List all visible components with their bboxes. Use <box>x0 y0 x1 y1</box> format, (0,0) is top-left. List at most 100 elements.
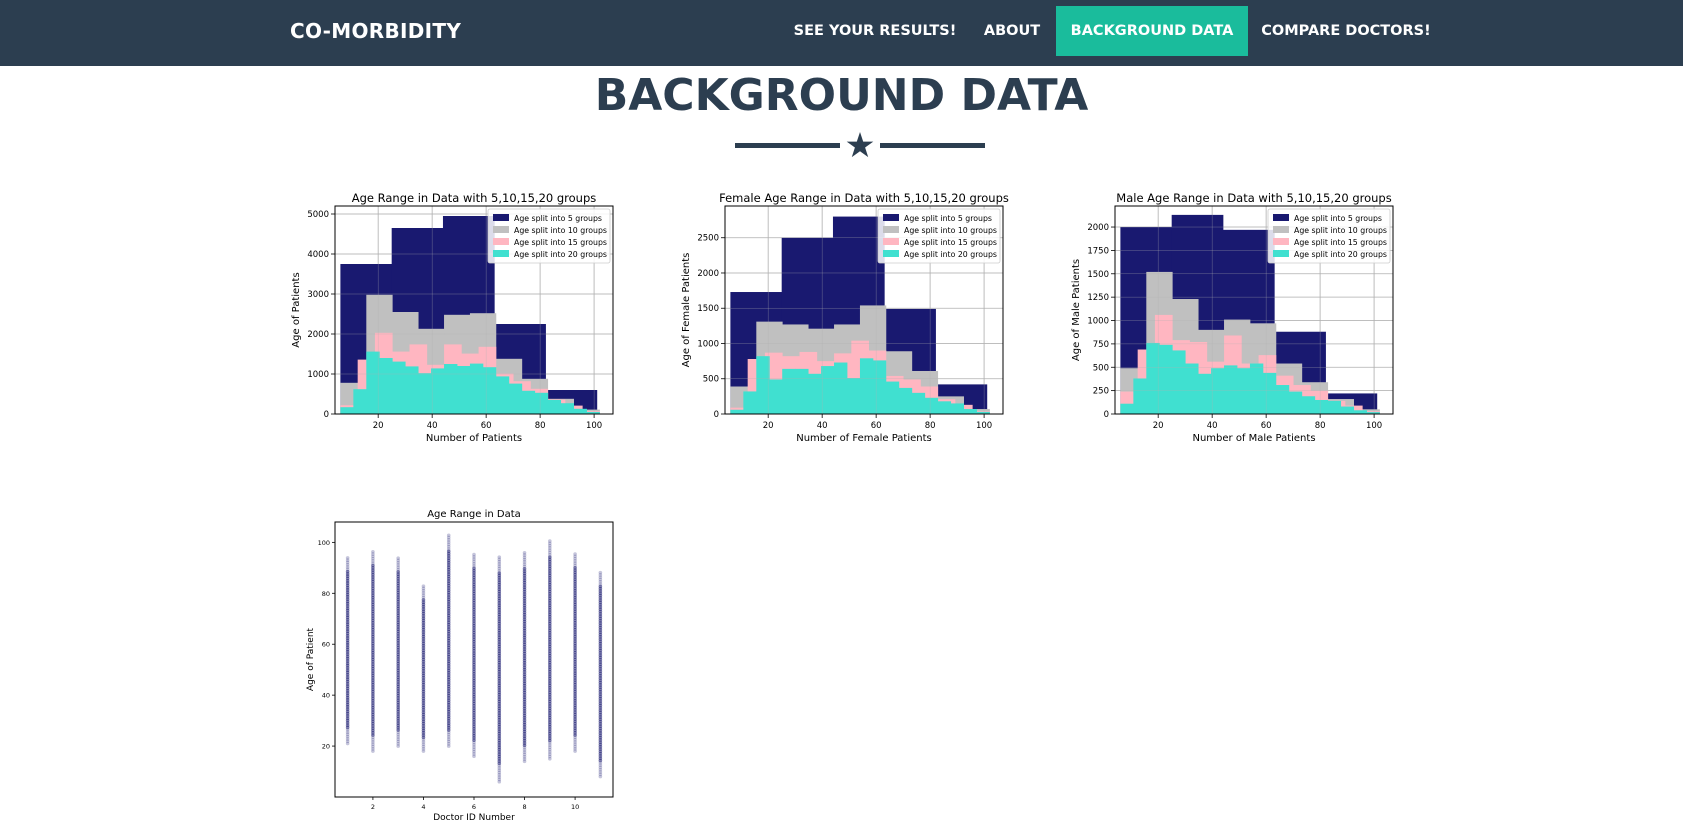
scatter-point <box>396 567 400 572</box>
histogram-bar <box>1314 399 1329 414</box>
scatter-point <box>573 737 577 742</box>
y-tick-label: 500 <box>1093 363 1109 373</box>
histogram-bar <box>730 409 744 414</box>
scatter-point <box>472 566 476 571</box>
histogram-bar <box>1224 365 1238 414</box>
scatter-point <box>548 745 552 750</box>
scatter-point <box>446 735 451 739</box>
scatter-point <box>472 552 476 557</box>
legend-swatch <box>883 214 899 221</box>
scatter-point <box>548 543 552 548</box>
scatter-point <box>421 744 426 749</box>
scatter-point <box>548 553 552 557</box>
scatter-point <box>497 773 502 777</box>
scatter-point <box>345 732 350 737</box>
scatter-point <box>371 559 375 563</box>
female-age-range-histogram: Female Age Range in Data with 5,10,15,20… <box>681 191 1009 444</box>
y-tick-label: 5000 <box>307 210 329 220</box>
scatter-point <box>522 752 527 757</box>
scatter-point <box>396 744 400 748</box>
x-tick-label: 60 <box>1261 421 1272 431</box>
axes-frame <box>1114 205 1394 415</box>
nav-background-data[interactable]: BACKGROUND DATA <box>1056 6 1248 56</box>
scatter-point <box>548 546 552 550</box>
scatter-point <box>598 767 603 772</box>
scatter-point <box>598 774 603 779</box>
histogram-bar <box>924 397 939 414</box>
histogram-bar <box>379 358 393 414</box>
doctor-column-1 <box>345 556 350 746</box>
plot-area <box>725 206 1003 414</box>
scatter-point <box>345 556 350 560</box>
histogram-bar <box>1172 350 1186 414</box>
scatter-point <box>396 739 400 744</box>
scatter-point <box>345 560 350 565</box>
scatter-point <box>548 747 552 752</box>
doctor-column-6 <box>472 552 476 759</box>
series-4 <box>340 351 600 414</box>
brand-logo[interactable]: CO-MORBIDITY <box>290 19 462 43</box>
scatter-point <box>522 748 527 752</box>
legend-swatch <box>493 238 509 245</box>
histogram-bar <box>782 368 796 414</box>
x-tick-label: 100 <box>586 421 602 431</box>
histogram-bar <box>963 409 977 414</box>
scatter-point <box>371 556 375 561</box>
scatter-point <box>522 754 527 759</box>
x-tick-label: 80 <box>535 421 546 431</box>
nav-compare-doctors[interactable]: COMPARE DOCTORS! <box>1261 23 1431 39</box>
plot-area <box>1115 206 1393 414</box>
legend-swatch <box>493 250 509 257</box>
scatter-point <box>446 737 451 741</box>
nav-see-your-results[interactable]: SEE YOUR RESULTS! <box>793 23 957 39</box>
scatter-point <box>548 539 552 543</box>
scatter-point <box>522 553 527 557</box>
legend-label: Age split into 15 groups <box>514 238 607 247</box>
legend-swatch <box>1273 250 1289 257</box>
scatter-point <box>446 741 451 746</box>
scatter-point <box>396 565 400 570</box>
histogram-bar <box>534 392 549 414</box>
scatter-point <box>396 563 400 567</box>
histogram-bar <box>808 373 822 414</box>
scatter-point <box>497 569 502 573</box>
scatter-point <box>446 542 451 547</box>
scatter-point <box>446 544 451 549</box>
scatter-point <box>472 564 476 568</box>
histogram-bar <box>756 356 770 414</box>
x-tick-label: 10 <box>571 803 579 811</box>
legend-label: Age split into 5 groups <box>514 214 602 223</box>
scatter-point <box>497 766 502 770</box>
nav-about[interactable]: ABOUT <box>983 23 1041 39</box>
doctor-column-10 <box>573 552 577 753</box>
chart-title: Female Age Range in Data with 5,10,15,20… <box>719 191 1009 205</box>
scatter-point <box>345 739 350 744</box>
chart-title: Male Age Range in Data with 5,10,15,20 g… <box>1116 191 1391 205</box>
y-tick-label: 3000 <box>307 290 329 300</box>
scatter-point <box>371 740 375 744</box>
scatter-point <box>472 749 476 754</box>
histogram-bar <box>418 373 432 414</box>
scatter-point <box>371 554 375 559</box>
doctor-column-7 <box>497 555 502 784</box>
x-tick-label: 60 <box>481 421 492 431</box>
chart-title: Age Range in Data <box>427 509 521 520</box>
scatter-point <box>573 744 577 749</box>
scatter-point <box>472 561 476 566</box>
male-age-range-histogram: Male Age Range in Data with 5,10,15,20 g… <box>1071 191 1394 444</box>
scatter-point <box>421 584 426 588</box>
scatter-point <box>446 538 451 542</box>
legend-swatch <box>883 226 899 233</box>
x-tick-label: 80 <box>1315 421 1326 431</box>
scatter-point <box>497 564 502 569</box>
x-axis-label: Number of Male Patients <box>1192 433 1315 444</box>
scatter-point <box>421 586 426 591</box>
scatter-point <box>573 563 577 568</box>
histogram-bar <box>911 392 926 414</box>
scatter-point <box>497 777 502 782</box>
x-tick-label: 8 <box>522 803 526 811</box>
scatter-point <box>371 749 375 753</box>
histogram-bar <box>821 366 835 414</box>
legend-box <box>877 208 1001 264</box>
scatter-point <box>472 754 476 759</box>
